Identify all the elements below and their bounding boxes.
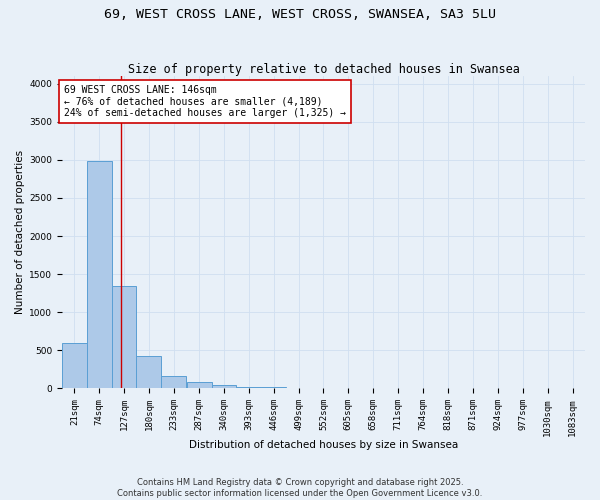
X-axis label: Distribution of detached houses by size in Swansea: Distribution of detached houses by size … [189,440,458,450]
Bar [261,387,286,388]
Text: 69 WEST CROSS LANE: 146sqm
← 76% of detached houses are smaller (4,189)
24% of s: 69 WEST CROSS LANE: 146sqm ← 76% of deta… [64,85,346,118]
Bar [62,343,87,388]
Bar [136,356,161,388]
Title: Size of property relative to detached houses in Swansea: Size of property relative to detached ho… [128,63,520,76]
Bar [236,386,261,388]
Bar [161,376,186,388]
Bar [112,286,136,388]
Y-axis label: Number of detached properties: Number of detached properties [15,150,25,314]
Text: 69, WEST CROSS LANE, WEST CROSS, SWANSEA, SA3 5LU: 69, WEST CROSS LANE, WEST CROSS, SWANSEA… [104,8,496,20]
Bar [87,162,112,388]
Text: Contains HM Land Registry data © Crown copyright and database right 2025.
Contai: Contains HM Land Registry data © Crown c… [118,478,482,498]
Bar [187,382,212,388]
Bar [212,385,236,388]
